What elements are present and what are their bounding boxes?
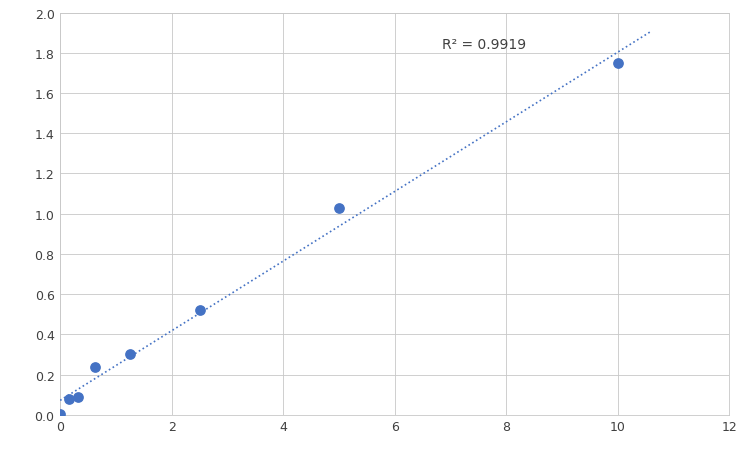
Point	[71, 393, 83, 400]
Point	[193, 307, 205, 314]
Point	[89, 363, 101, 370]
Point	[54, 411, 66, 418]
Text: R² = 0.9919: R² = 0.9919	[442, 37, 526, 51]
Point	[124, 351, 136, 358]
Point	[612, 60, 624, 67]
Point	[63, 395, 75, 402]
Point	[333, 205, 345, 212]
